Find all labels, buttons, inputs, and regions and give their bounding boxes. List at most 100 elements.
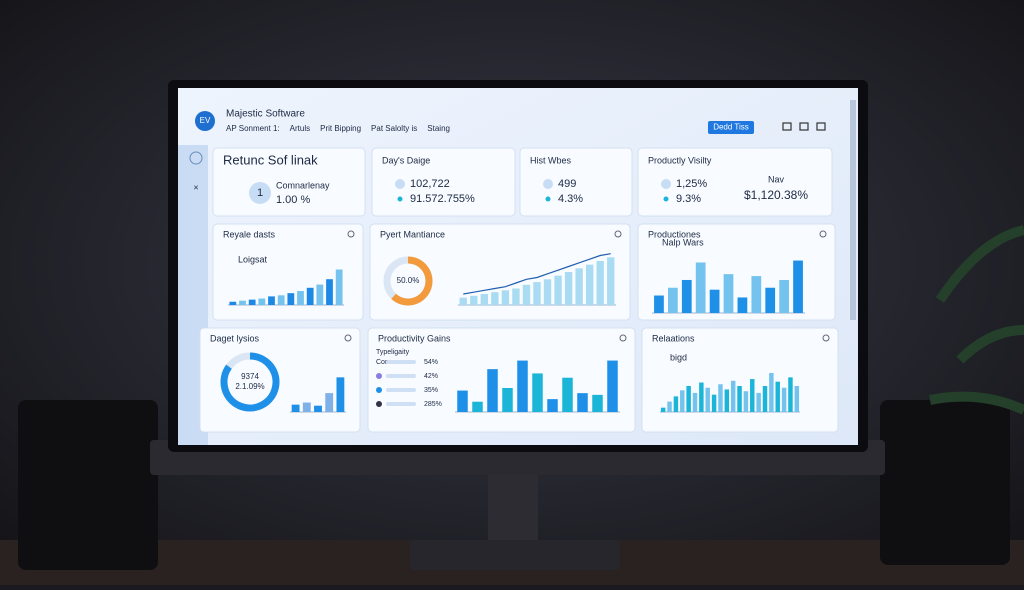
bar [472, 401, 483, 412]
nav-item[interactable]: AP Sonment 1: [226, 124, 280, 133]
bar [788, 377, 793, 412]
card-menu[interactable] [819, 230, 827, 238]
sidebar-icon[interactable]: × [193, 182, 198, 192]
stat-value: 1.00 % [276, 194, 310, 206]
bar [762, 386, 768, 412]
bar [654, 295, 664, 313]
legend: Nalp Wars [662, 237, 704, 247]
card-title: Relaations [652, 333, 695, 343]
bar [268, 296, 275, 305]
nav-item[interactable]: Staing [427, 124, 450, 133]
list-icon [376, 401, 382, 407]
bar [457, 390, 468, 412]
bar [480, 294, 489, 305]
bar [302, 402, 311, 412]
card-title: Productiones [648, 229, 701, 239]
stat-dot [545, 196, 551, 202]
list-bar-track [386, 388, 416, 392]
card [212, 223, 364, 321]
scrollbar [850, 100, 856, 320]
bar [575, 268, 583, 305]
bar [660, 407, 666, 412]
bar [724, 389, 730, 412]
stat-dot [663, 196, 669, 202]
card-menu[interactable] [619, 334, 627, 342]
bar [297, 291, 304, 305]
bar [517, 360, 528, 412]
donut-label: 50.0% [397, 276, 420, 285]
bar [743, 391, 749, 412]
bar [287, 293, 295, 305]
nav-item[interactable]: Prit Bipping [320, 124, 361, 133]
donut-label: 2.1.09% [235, 382, 264, 391]
list-value: 285% [424, 401, 442, 408]
card-menu[interactable] [344, 334, 352, 342]
bar [709, 289, 720, 313]
card-title: Reyale dasts [223, 229, 276, 239]
bar [547, 399, 558, 412]
bar [532, 373, 543, 412]
bar [585, 264, 594, 305]
bar [695, 262, 706, 313]
bar [577, 393, 588, 412]
stat-dot [543, 179, 553, 189]
speaker-left [18, 400, 158, 570]
bar [751, 276, 762, 313]
bar [699, 382, 704, 412]
bar [470, 295, 478, 305]
bar [737, 386, 742, 412]
header-icon[interactable] [799, 122, 809, 131]
bar [258, 298, 266, 305]
stat-side-value: $1,120.38% [744, 188, 808, 202]
stat-value: 1,25% [676, 178, 707, 190]
list-value: 35% [424, 387, 438, 394]
bar [554, 275, 562, 305]
bar [291, 404, 300, 412]
button-label[interactable]: Dedd Tiss [713, 123, 749, 132]
nav-item[interactable]: Artuls [290, 124, 310, 133]
card-title: Daget lysios [210, 333, 260, 343]
card-menu[interactable] [822, 334, 830, 342]
badge-text: 1 [257, 187, 263, 199]
bar [325, 393, 334, 412]
card-title: Hist Wbes [530, 155, 572, 165]
logo-text: EV [200, 116, 211, 125]
bar [501, 290, 510, 305]
bar [769, 373, 774, 412]
legend: Loigsat [238, 254, 268, 264]
donut-label: 9374 [241, 372, 259, 381]
card [641, 327, 839, 433]
button[interactable] [708, 121, 754, 134]
bar [596, 261, 604, 305]
bar [512, 288, 520, 305]
sidebar-icon[interactable] [189, 151, 203, 165]
stat-value: 9.3% [676, 193, 701, 205]
list-icon [376, 373, 382, 379]
bar [502, 388, 513, 412]
bar [239, 300, 246, 305]
nav-item[interactable]: Pat Salolty is [371, 124, 417, 133]
stat-value: 4.3% [558, 193, 583, 205]
card-title: Retunc Sof linak [223, 152, 318, 167]
header-icon[interactable] [816, 122, 826, 131]
bar [487, 369, 498, 412]
legend: bigd [670, 352, 687, 362]
bar [533, 282, 541, 305]
bar [692, 392, 698, 412]
bar [592, 394, 603, 412]
bar [718, 384, 723, 412]
header-icon[interactable] [782, 122, 792, 131]
bar [673, 396, 679, 412]
bar [686, 386, 691, 412]
bar [711, 394, 717, 412]
stat-dot [397, 196, 403, 202]
card-menu[interactable] [614, 230, 622, 238]
list-value: 54% [424, 359, 438, 366]
card-menu[interactable] [347, 230, 355, 238]
plant [929, 225, 1024, 415]
bar [459, 297, 467, 305]
bar [750, 379, 755, 412]
bar [306, 287, 314, 305]
card-title: Productivity Gains [378, 333, 451, 343]
